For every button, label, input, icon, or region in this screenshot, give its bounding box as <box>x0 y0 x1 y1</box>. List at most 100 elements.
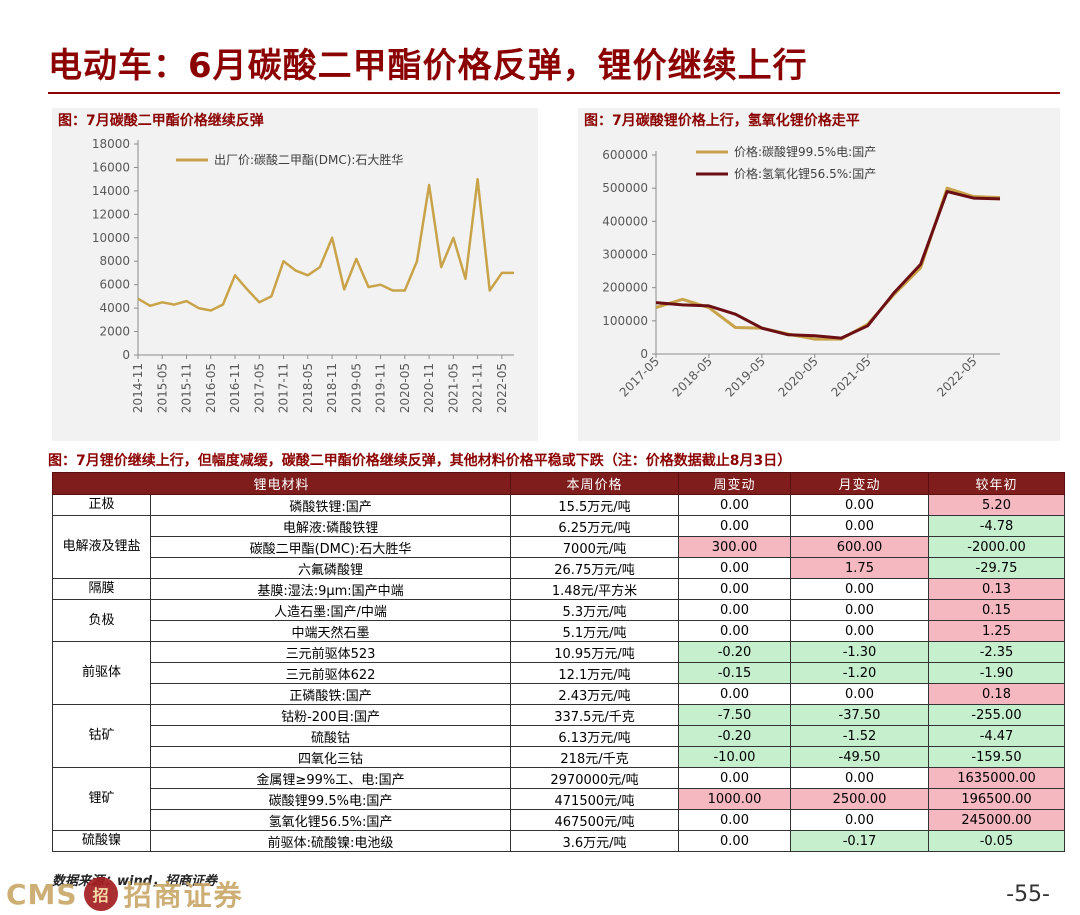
price-cell: 1.48元/平方米 <box>510 578 680 600</box>
ytd-change-cell: 245000.00 <box>928 809 1066 831</box>
material-cell: 金属锂≥99%工、电:国产 <box>149 767 512 789</box>
price-cell: 26.75万元/吨 <box>510 557 680 579</box>
week-change-cell: 0.00 <box>678 683 792 705</box>
material-cell: 前驱体:硫酸镍:电池级 <box>149 830 512 852</box>
price-cell: 2970000元/吨 <box>510 767 680 789</box>
lithium-price-chart: 0 100000 200000 300000 400000 500000 600000 201… <box>602 144 1001 400</box>
y-tick-label: 8000 <box>99 254 130 268</box>
price-cell: 3.6万元/吨 <box>510 830 680 852</box>
left-chart-caption: 图：7月碳酸二甲酯价格继续反弹 <box>58 113 264 129</box>
price-cell: 15.5万元/吨 <box>510 494 680 516</box>
x-tick-label: 2021-11 <box>471 363 485 413</box>
table-row: 锂矿 金属锂≥99%工、电:国产 2970000元/吨 0.00 0.00 1635000… <box>52 767 1066 831</box>
price-cell: 10.95万元/吨 <box>510 641 680 663</box>
header-month-change: 月变动 <box>790 472 930 495</box>
ytd-change-cell: 0.18 <box>928 683 1066 705</box>
week-change-cell: 0.00 <box>678 830 792 852</box>
table-row: 电解液及锂盐 电解液:磷酸铁锂 6.25万元/吨 0.00 0.00 -4.78 <box>52 515 1066 579</box>
week-change-cell: 0.00 <box>678 494 792 516</box>
month-change-cell: 2500.00 <box>790 788 930 810</box>
material-cell: 电解液:磷酸铁锂 <box>149 515 512 537</box>
category-cell: 锂矿 <box>52 767 151 831</box>
table-row: 氢氧化锂56.5%:国产 467500元/吨 0.00 0.00 245000.00 <box>53 809 1066 831</box>
ytd-change-cell: 5.20 <box>928 494 1066 516</box>
x-tick-label: 2021-05 <box>446 363 460 413</box>
logo-mark: 招 <box>83 877 118 911</box>
table-row: 六氟磷酸锂 26.75万元/吨 0.00 1.75 -29.75 <box>53 557 1066 579</box>
month-change-cell: 0.00 <box>790 809 930 831</box>
dmc-price-chart: 0 2000 4000 6000 8000 10000 12000 14000 16000 180… <box>92 137 514 413</box>
table-caption: 图：7月锂价继续上行，但幅度减缓，碳酸二甲酯价格继续反弹，其他材料价格平稳或下跌… <box>48 453 792 469</box>
x-tick-label: 2018-11 <box>325 363 339 413</box>
month-change-cell: -37.50 <box>790 704 930 726</box>
month-change-cell: 0.00 <box>790 578 930 600</box>
legend-label: 价格:碳酸锂99.5%电:国产 <box>734 144 876 159</box>
material-cell: 中端天然石墨 <box>149 620 512 642</box>
y-tick-label: 10000 <box>92 231 130 245</box>
week-change-cell: 0.00 <box>678 578 792 600</box>
material-cell: 四氧化三钴 <box>149 746 512 768</box>
x-tick-label: 2019-05 <box>349 363 363 413</box>
logo-chinese: 招商证券 <box>123 879 244 912</box>
ytd-change-cell: -1.90 <box>928 662 1066 684</box>
week-change-cell: 300.00 <box>678 536 792 558</box>
material-cell: 基膜:湿法:9μm:国产中端 <box>149 578 512 600</box>
month-change-cell: -49.50 <box>790 746 930 768</box>
ytd-change-cell: -4.47 <box>928 725 1066 747</box>
x-tick-label: 2018-05 <box>301 363 315 413</box>
month-change-cell: -1.30 <box>790 641 930 663</box>
material-cell: 六氟磷酸锂 <box>149 557 512 579</box>
x-tick-label: 2015-05 <box>155 363 169 413</box>
x-tick-label: 2022-05 <box>495 363 509 413</box>
week-change-cell: -0.20 <box>678 641 792 663</box>
month-change-cell: 600.00 <box>790 536 930 558</box>
x-tick-label: 2015-11 <box>180 363 194 413</box>
table-row: 硫酸钴 6.13万元/吨 -0.20 -1.52 -4.47 <box>53 725 1066 747</box>
week-change-cell: 1000.00 <box>678 788 792 810</box>
table-row: 前驱体 三元前驱体523 10.95万元/吨 -0.20 -1.30 -2.35 <box>52 641 1066 705</box>
y-tick-label: 4000 <box>99 301 130 315</box>
table-row: 中端天然石墨 5.1万元/吨 0.00 0.00 1.25 <box>53 620 1066 642</box>
material-cell: 三元前驱体622 <box>149 662 512 684</box>
y-tick-label: 400000 <box>602 214 648 228</box>
material-cell: 氢氧化锂56.5%:国产 <box>149 809 512 831</box>
company-logo: CMS 招 招商证券 <box>6 876 244 912</box>
header-material: 锂电材料 <box>51 472 512 495</box>
month-change-cell: 0.00 <box>790 599 930 621</box>
ytd-change-cell: -2.35 <box>928 641 1066 663</box>
series-line <box>655 186 1001 341</box>
x-tick-label: 2020-05 <box>776 354 821 399</box>
x-tick-label: 2017-11 <box>277 363 291 413</box>
title-divider <box>48 92 1060 94</box>
table-row: 硫酸镍 前驱体:硫酸镍:电池级 3.6万元/吨 0.00 -0.17 -0.05 <box>52 830 1066 852</box>
ytd-change-cell: 1.25 <box>928 620 1066 642</box>
header-week-change: 周变动 <box>678 472 792 495</box>
x-tick-label: 2017-05 <box>252 363 266 413</box>
page-title: 电动车：6月碳酸二甲酯价格反弹，锂价继续上行 <box>48 46 808 86</box>
table-row: 负极 人造石墨:国产/中端 5.3万元/吨 0.00 0.00 0.15 <box>52 599 1066 642</box>
material-cell: 正磷酸铁:国产 <box>149 683 512 705</box>
price-cell: 7000元/吨 <box>510 536 680 558</box>
material-cell: 碳酸二甲酯(DMC):石大胜华 <box>149 536 512 558</box>
price-cell: 6.13万元/吨 <box>510 725 680 747</box>
month-change-cell: 0.00 <box>790 767 930 789</box>
ytd-change-cell: 1635000.00 <box>928 767 1066 789</box>
week-change-cell: 0.00 <box>678 809 792 831</box>
week-change-cell: 0.00 <box>678 557 792 579</box>
page-number: -55- <box>1006 882 1050 907</box>
table-row: 隔膜 基膜:湿法:9μm:国产中端 1.48元/平方米 0.00 0.00 0.13 <box>52 578 1066 600</box>
x-tick-label: 2014-11 <box>131 363 145 413</box>
y-tick-label: 14000 <box>92 184 130 198</box>
y-tick-label: 18000 <box>92 137 130 151</box>
ytd-change-cell: -2000.00 <box>928 536 1066 558</box>
week-change-cell: 0.00 <box>678 515 792 537</box>
x-tick-label: 2020-11 <box>422 363 436 413</box>
x-tick-label: 2020-05 <box>398 363 412 413</box>
x-tick-label: 2018-05 <box>670 354 715 399</box>
table-row: 四氧化三钴 218元/千克 -10.00 -49.50 -159.50 <box>53 746 1066 768</box>
series-line <box>137 177 514 312</box>
left-chart-panel: 0 2000 4000 6000 8000 10000 12000 14000 16000 180… <box>52 108 538 441</box>
table-header-row: 锂电材料 本周价格 周变动 月变动 较年初 <box>51 472 1066 495</box>
week-change-cell: -10.00 <box>678 746 792 768</box>
material-cell: 硫酸钴 <box>149 725 512 747</box>
